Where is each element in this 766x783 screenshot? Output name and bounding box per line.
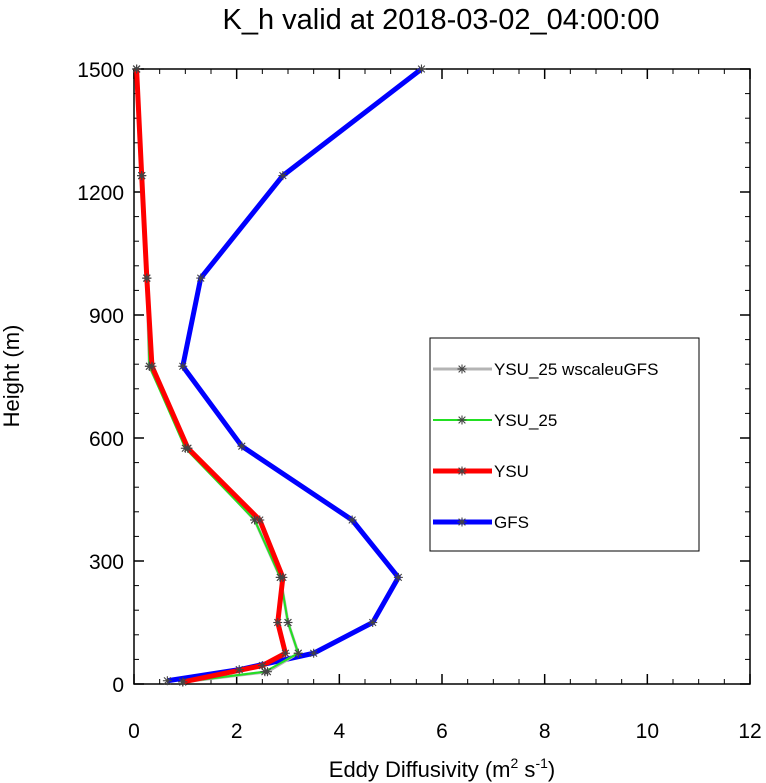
series-line-ysu	[134, 68, 288, 685]
legend-box	[429, 337, 700, 552]
axis-ticks: 0 2 4 6 8 10 12 0 300 600 900 1200 1500	[77, 59, 761, 743]
x-tick-label: 10	[636, 720, 659, 743]
data-point-gfs	[416, 64, 426, 74]
legend-marker	[457, 415, 467, 425]
legend-marker	[457, 517, 467, 527]
data-point-gfs	[368, 618, 378, 627]
data-point-gfs	[237, 441, 247, 451]
y-tick-label: 1500	[77, 59, 124, 82]
data-point-ysu	[147, 361, 157, 371]
data-point-ysu	[132, 64, 142, 74]
legend-label: YSU	[494, 462, 529, 481]
data-point-gfs	[178, 361, 188, 371]
data-point-gfs	[309, 648, 319, 658]
legend-marker	[457, 466, 467, 476]
data-point-gfs	[162, 676, 172, 686]
data-point-ysu-25	[283, 618, 293, 627]
data-point-ysu	[278, 572, 288, 582]
x-axis-label: Eddy Diffusivity (m2 s-1)	[329, 755, 555, 782]
x-tick-label: 0	[128, 720, 140, 743]
data-point-ysu	[273, 618, 283, 627]
x-tick-label: 2	[231, 720, 243, 743]
data-point-ysu-25	[293, 648, 303, 658]
data-point-ysu	[280, 648, 290, 658]
x-tick-label: 12	[738, 720, 761, 743]
x-tick-label: 6	[436, 720, 448, 743]
data-point-ysu	[257, 661, 267, 671]
data-point-gfs	[196, 273, 206, 283]
data-point-ysu	[183, 443, 193, 453]
legend-label: YSU_25 wscaleuGFS	[494, 360, 658, 379]
series-line-gfs	[166, 67, 423, 684]
data-point-gfs	[234, 665, 244, 675]
data-point-ysu	[142, 273, 152, 283]
data-point-ysu	[255, 515, 265, 525]
legend: YSU_25 wscaleuGFS YSU_25 YSU GFS	[429, 337, 700, 552]
y-tick-label: 1200	[77, 182, 124, 205]
y-axis-label: Height (m)	[0, 325, 24, 428]
data-point-gfs	[278, 171, 288, 181]
legend-label: YSU_25	[494, 411, 557, 430]
data-point-ysu	[137, 171, 147, 181]
series-line-ysu-25	[135, 68, 300, 683]
legend-marker	[457, 364, 467, 374]
data-point-gfs	[393, 572, 403, 582]
y-tick-label: 300	[89, 551, 124, 574]
series-layer	[132, 64, 426, 687]
y-tick-label: 600	[89, 428, 124, 451]
legend-label: GFS	[494, 513, 529, 532]
data-point-ysu	[178, 677, 188, 687]
data-point-gfs	[347, 515, 357, 525]
y-tick-label: 0	[112, 674, 124, 697]
series-line-ysu-25-wscaleugfs	[135, 68, 300, 684]
x-tick-label: 8	[539, 720, 551, 743]
chart-title: K_h valid at 2018-03-02_04:00:00	[223, 4, 660, 36]
x-tick-label: 4	[333, 720, 345, 743]
y-tick-label: 900	[89, 305, 124, 328]
